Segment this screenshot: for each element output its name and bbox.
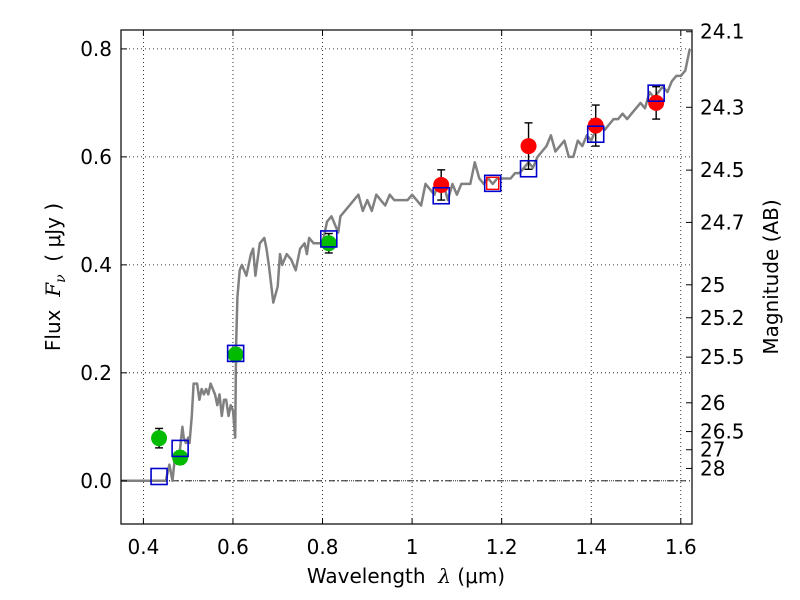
- nir-point: [520, 138, 537, 155]
- x-tick-label: 1.6: [665, 535, 697, 559]
- y-tick-label: 0.0: [80, 469, 112, 493]
- right-axis-title: Magnitude (AB): [759, 199, 783, 354]
- y-tick-label: 0.4: [80, 253, 112, 277]
- magnitude-tick-label: 24.1: [700, 20, 745, 44]
- red-open-square-marker: [486, 176, 500, 191]
- synthetic-point: [171, 439, 189, 458]
- y-tick-label: 0.8: [80, 37, 112, 61]
- y-tick-label: 0.6: [80, 145, 112, 169]
- x-tick-label: 0.6: [217, 535, 249, 559]
- magnitude-tick-label: 25.2: [700, 306, 745, 330]
- magnitude-tick-label: 26: [700, 391, 725, 415]
- magnitude-tick-label: 26.5: [700, 420, 745, 444]
- optical-point: [227, 346, 244, 363]
- x-tick-label: 0.8: [307, 535, 339, 559]
- synthetic-point: [519, 159, 538, 178]
- magnitude-tick-label: 24.3: [700, 95, 745, 119]
- synthetic-point: [319, 230, 338, 248]
- axis-ticks: [121, 30, 692, 524]
- optical-point: [172, 449, 189, 466]
- nir-point: [648, 94, 665, 111]
- plot-frame: [120, 29, 693, 525]
- magnitude-tick-label: 27: [700, 438, 725, 462]
- synthetic-point: [432, 186, 451, 205]
- synthetic-point: [150, 467, 168, 486]
- magnitude-tick-label: 24.7: [700, 210, 745, 234]
- x-tick-label: 0.4: [127, 535, 159, 559]
- x-tick-label: 1.2: [486, 535, 518, 559]
- optical-point: [151, 430, 168, 447]
- nir-point: [433, 176, 450, 193]
- x-axis-title: Wavelength λ (μm): [307, 564, 505, 588]
- model-spectrum-line: [121, 48, 692, 483]
- y-tick-label: 0.2: [80, 361, 112, 385]
- synthetic-point: [483, 174, 502, 193]
- magnitude-tick-label: 25.5: [700, 345, 745, 369]
- magnitude-tick-label: 24.5: [700, 158, 745, 182]
- x-tick-label: 1.4: [575, 535, 607, 559]
- synthetic-point: [586, 125, 605, 143]
- optical-point: [320, 235, 337, 252]
- plot-area: [121, 48, 692, 486]
- tick-labels: 0.4 0.6 0.8 1 1.2 1.4 1.6 0.0 0.2 0.4 0.6 0.8 24.1 24…: [80, 20, 744, 559]
- y-axis-title: Flux Fν ( μJy ): [41, 203, 69, 351]
- magnitude-tick-label: 25: [700, 273, 725, 297]
- synthetic-point: [226, 344, 245, 363]
- x-tick-label: 1: [406, 535, 419, 559]
- magnitude-tick-label: 28: [700, 456, 725, 480]
- synthetic-point: [647, 84, 665, 102]
